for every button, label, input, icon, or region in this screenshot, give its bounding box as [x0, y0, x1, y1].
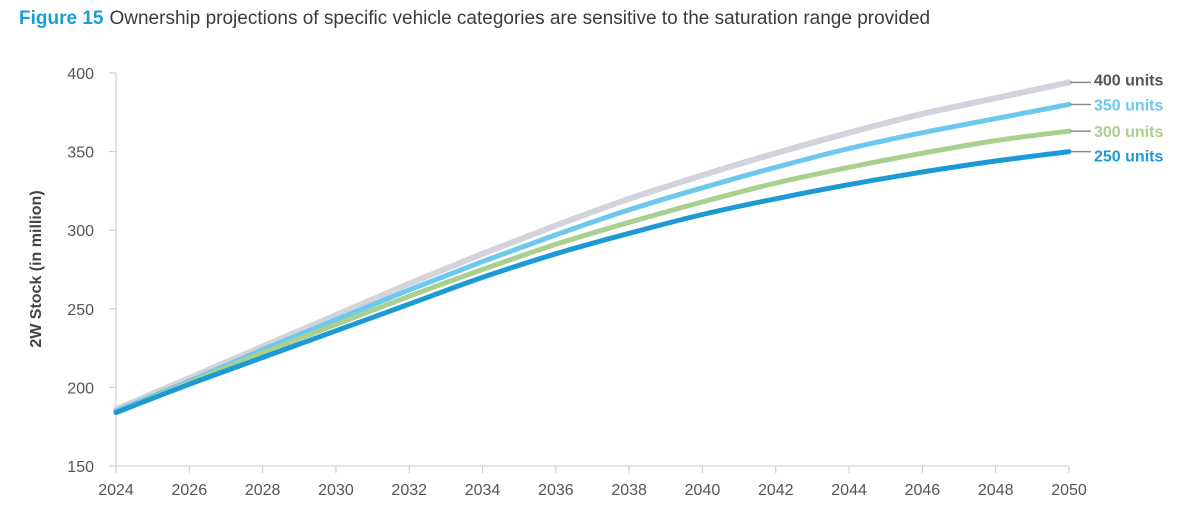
x-tick-label: 2028: [245, 482, 281, 499]
x-tick-label: 2040: [685, 482, 721, 499]
y-tick: 400: [67, 66, 116, 83]
x-tick: 2024: [98, 466, 134, 499]
series-label: 250 units: [1094, 149, 1163, 166]
x-tick-label: 2044: [831, 482, 867, 499]
x-axis: 2024 2026 2028 2030 2032 2034 2036 2038 2040 2042…: [98, 465, 1087, 499]
x-tick-label: 2034: [465, 482, 501, 499]
x-tick-label: 2026: [172, 482, 208, 499]
series-line-400-units: [113, 79, 1072, 413]
x-tick-label: 2048: [978, 482, 1014, 499]
x-tick: 2046: [905, 466, 941, 499]
x-tick: 2032: [391, 466, 427, 499]
y-tick-label: 150: [67, 459, 94, 476]
series-line-350-units: [113, 101, 1072, 414]
series-line-250-units: [113, 149, 1072, 416]
y-tick-label: 300: [67, 223, 94, 240]
y-tick: 200: [67, 380, 116, 397]
y-tick: 350: [67, 145, 116, 162]
series-lines: [113, 79, 1072, 416]
y-axis: 150 200 250 300 350 400: [67, 66, 117, 476]
x-tick: 2030: [318, 466, 354, 499]
x-tick-label: 2050: [1051, 482, 1087, 499]
x-tick-label: 2030: [318, 482, 354, 499]
y-tick: 250: [67, 302, 116, 319]
x-tick-label: 2032: [391, 482, 427, 499]
x-tick: 2034: [465, 466, 501, 499]
y-tick-label: 400: [67, 66, 94, 83]
y-tick: 300: [67, 223, 116, 240]
y-tick-label: 350: [67, 145, 94, 162]
series-label: 300 units: [1094, 124, 1163, 141]
x-tick-label: 2024: [98, 482, 134, 499]
series-label: 350 units: [1094, 97, 1163, 114]
x-tick-label: 2038: [611, 482, 647, 499]
x-tick-label: 2036: [538, 482, 574, 499]
x-tick: 2040: [685, 466, 721, 499]
x-tick: 2038: [611, 466, 647, 499]
x-tick: 2028: [245, 466, 281, 499]
figure-number: Figure 15: [19, 8, 104, 29]
y-tick-label: 250: [67, 302, 94, 319]
series-line-300-units: [113, 128, 1072, 416]
x-tick: 2026: [172, 466, 208, 499]
series-labels: 400 units 350 units 300 units 250 units: [1070, 72, 1163, 166]
x-tick: 2036: [538, 466, 574, 499]
x-tick: 2044: [831, 466, 867, 499]
x-tick-label: 2042: [758, 482, 794, 499]
y-tick-label: 200: [67, 380, 94, 397]
figure-caption: Ownership projections of specific vehicl…: [109, 8, 931, 29]
x-tick: 2042: [758, 466, 794, 499]
x-tick-label: 2046: [905, 482, 941, 499]
x-tick: 2048: [978, 466, 1014, 499]
y-tick: 150: [67, 459, 116, 476]
y-axis-label: 2W Stock (in million): [28, 190, 45, 347]
series-label: 400 units: [1094, 72, 1163, 89]
x-tick: 2050: [1051, 466, 1087, 499]
figure-title: Figure 15 Ownership projections of specif…: [19, 4, 1189, 34]
